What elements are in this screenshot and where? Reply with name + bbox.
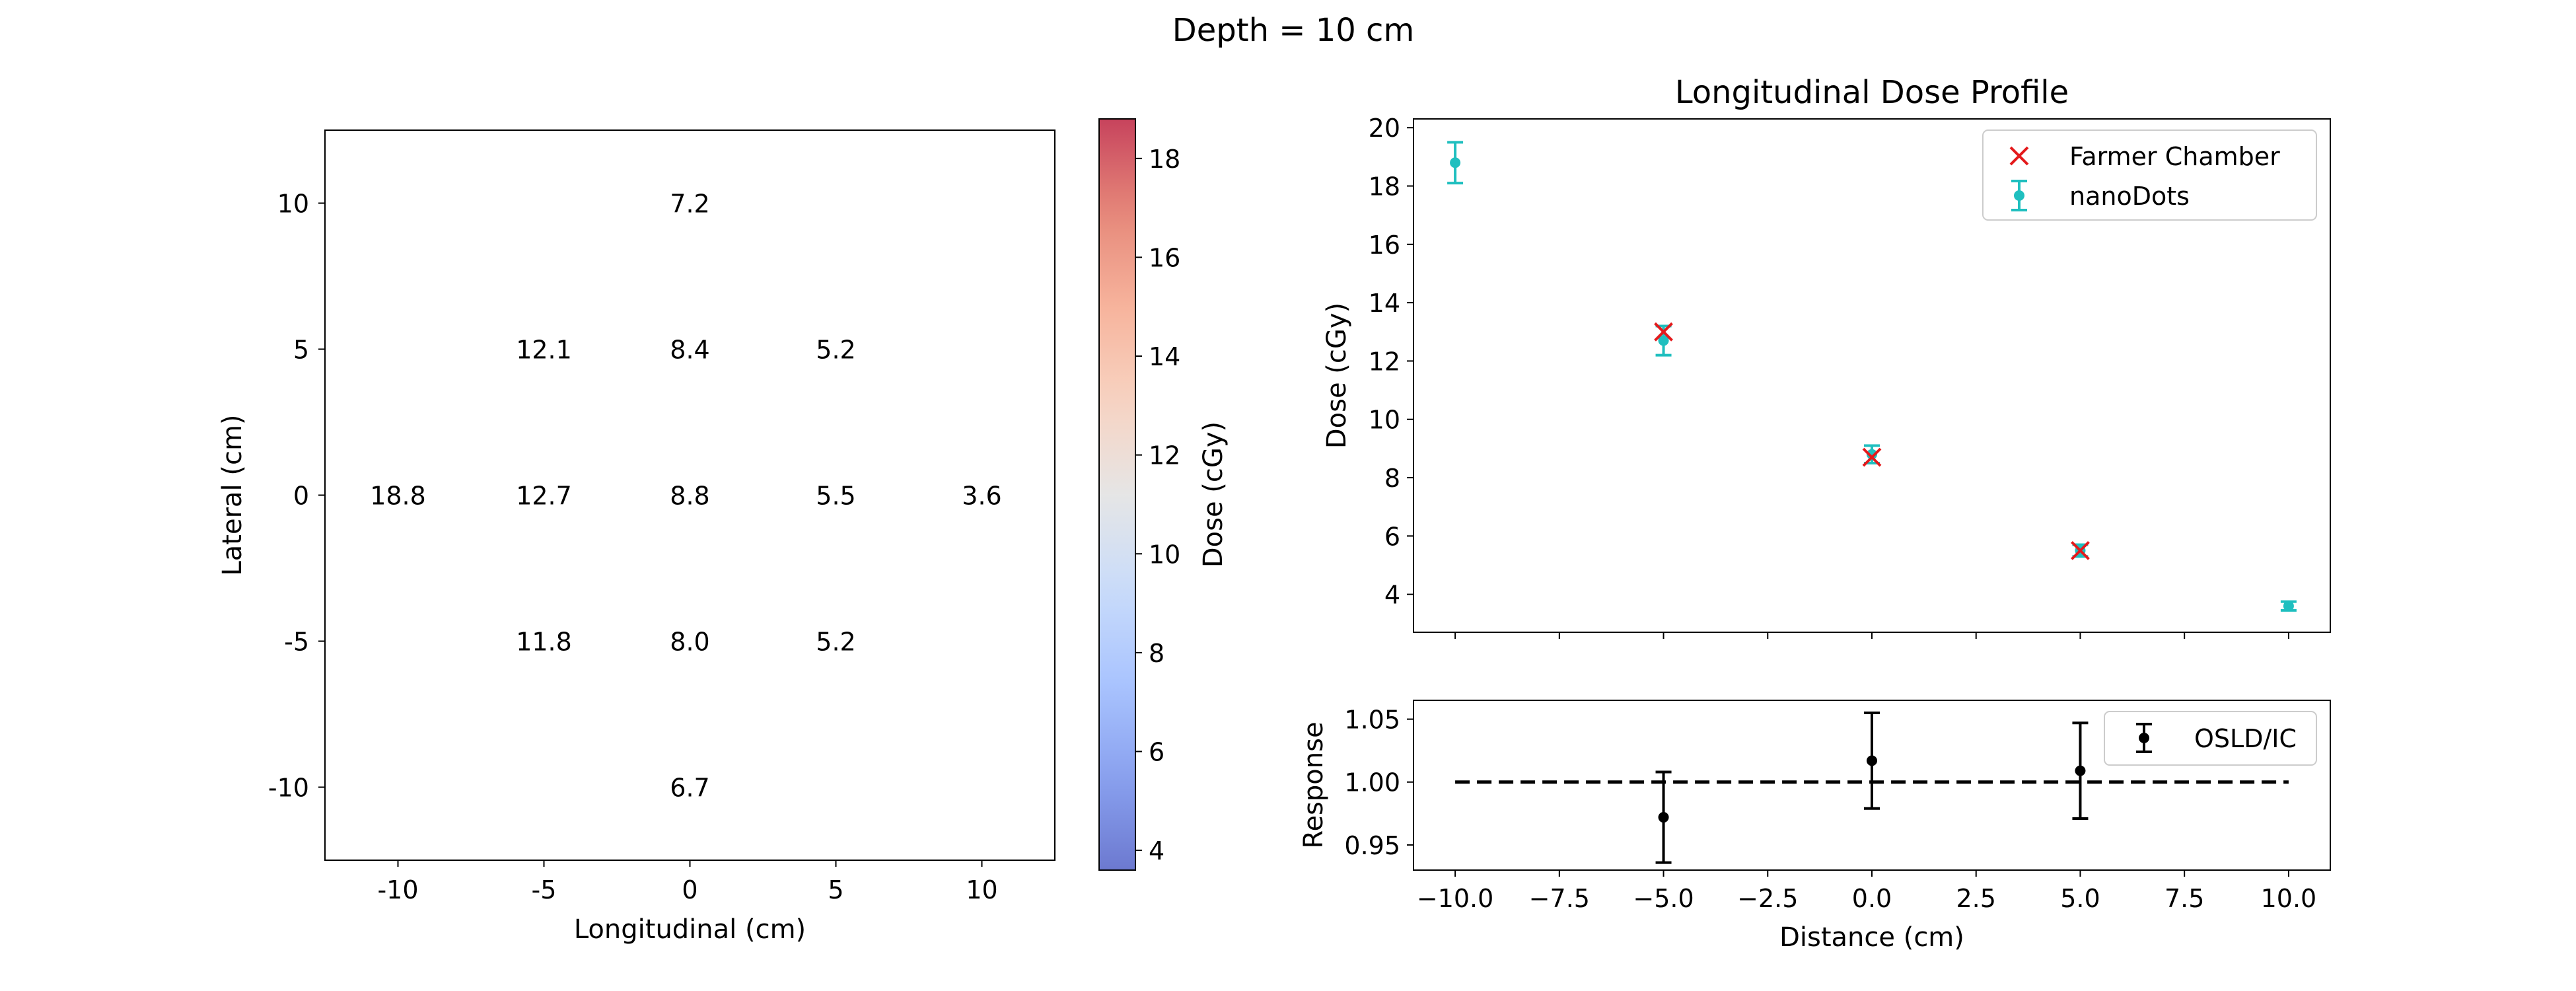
colorbar-label: Dose (cGy) (1198, 422, 1229, 568)
nanodots-point (2283, 601, 2294, 612)
x-axis-label: Distance (cm) (1779, 922, 1964, 953)
legend-nanodots-point (2014, 190, 2024, 201)
heatmap-cell-label: 12.7 (516, 482, 572, 511)
heatmap-cell-label: 6.7 (670, 774, 709, 803)
x-tick-label: 5.0 (2060, 884, 2100, 913)
y-tick-label: 0.95 (1344, 831, 1400, 860)
heatmap-cell-label: 5.2 (816, 628, 855, 657)
y-tick-label: 18 (1369, 172, 1400, 202)
y-tick-label: -5 (284, 628, 309, 657)
dose-colorbar: 4 6 8 10 12 14 16 18 Dose (cGy) (1098, 118, 1229, 871)
colorbar-tick-label: 8 (1149, 639, 1164, 668)
dose-heatmap: 6.7 11.8 8.0 5.2 18.8 12.7 8.8 5.5 3.6 12.1 8.4 5.2… (217, 129, 1055, 945)
farmer-chamber-point (2071, 540, 2090, 560)
x-tick-label: 0 (682, 875, 698, 904)
heatmap-cell-label: 8.0 (670, 628, 709, 657)
x-tick-label: 2.5 (1956, 884, 1996, 913)
y-tick-label: 10 (277, 190, 309, 219)
colorbar-tick-label: 14 (1149, 342, 1180, 371)
x-tick-label: 10.0 (2261, 884, 2317, 913)
x-tick-label: −10.0 (1417, 884, 1493, 913)
legend: OSLD/IC (2104, 711, 2317, 766)
farmer-chamber-point (1862, 447, 1882, 467)
y-axis-label: Lateral (cm) (217, 414, 248, 575)
plot-frame (1413, 700, 2331, 871)
colorbar-tick-label: 16 (1149, 243, 1180, 272)
x-tick-label: 0.0 (1852, 884, 1892, 913)
y-tick-label: 5 (293, 336, 309, 365)
colorbar-tick-label: 18 (1149, 145, 1180, 174)
x-tick-label: −2.5 (1737, 884, 1798, 913)
y-tick-label: 8 (1384, 464, 1400, 493)
legend-label: Farmer Chamber (2069, 142, 2280, 171)
x-tick-label: 5 (828, 875, 843, 904)
x-tick-label: -5 (532, 875, 557, 904)
osld-ic-point (1867, 755, 1877, 766)
longitudinal-dose-profile-chart: Longitudinal Dose Profile 4 6 8 10 12 14 16 18 20… (1322, 74, 2331, 639)
legend-label: nanoDots (2069, 182, 2190, 211)
heatmap-cell-label: 3.6 (962, 482, 1001, 511)
legend-box (2104, 711, 2317, 766)
heatmap-cell-label: 8.8 (670, 482, 709, 511)
farmer-chamber-point (1654, 322, 1673, 342)
figure-suptitle: Depth = 10 cm (1172, 12, 1414, 49)
legend-farmer-chamber-point (2009, 146, 2029, 166)
plot-frame (1413, 118, 2331, 633)
y-tick-label: 14 (1369, 289, 1400, 318)
x-tick-label: 7.5 (2165, 884, 2204, 913)
legend-box (1982, 129, 2317, 221)
heatmap-cell-label: 5.5 (816, 482, 855, 511)
heatmap-cell-label: 8.4 (670, 336, 709, 365)
y-axis-label: Response (1299, 721, 1329, 848)
y-tick-label: 12 (1369, 347, 1400, 376)
y-tick-label: 6 (1384, 522, 1400, 551)
legend: Farmer Chamber nanoDots (1982, 129, 2317, 221)
y-tick-label: 16 (1369, 231, 1400, 260)
x-tick-label: −5.0 (1633, 884, 1694, 913)
y-tick-label: 20 (1369, 114, 1400, 143)
legend-osld-ic-point (2139, 733, 2149, 743)
y-axis-label: Dose (cGy) (1322, 303, 1352, 449)
heatmap-cell-label: 7.2 (670, 190, 709, 219)
heatmap-cell-label: 5.2 (816, 336, 855, 365)
colorbar-gradient (1099, 119, 1135, 870)
x-tick-label: -10 (377, 875, 418, 904)
y-tick-label: -10 (268, 774, 309, 803)
y-tick-label: 0 (293, 482, 309, 511)
osld-ic-point (2075, 765, 2086, 776)
colorbar-tick-label: 6 (1149, 737, 1164, 766)
chart-title: Longitudinal Dose Profile (1675, 74, 2069, 111)
colorbar-tick-label: 4 (1149, 836, 1164, 865)
heatmap-cell-label: 11.8 (516, 628, 572, 657)
y-tick-label: 10 (1369, 406, 1400, 435)
response-ratio-chart: −10.0 −7.5 −5.0 −2.5 0.0 2.5 5.0 7.5 10.0 0.95 1.0… (1299, 700, 2331, 953)
osld-ic-point (1658, 812, 1669, 823)
nanodots-point (1450, 157, 1461, 168)
heatmap-cell-label: 18.8 (370, 482, 426, 511)
y-tick-label: 4 (1384, 581, 1400, 610)
legend-label: OSLD/IC (2194, 724, 2297, 753)
colorbar-frame (1098, 118, 1136, 871)
colorbar-tick-label: 12 (1149, 441, 1180, 470)
x-tick-label: 10 (966, 875, 997, 904)
colorbar-tick-label: 10 (1149, 540, 1180, 569)
x-tick-label: −7.5 (1529, 884, 1590, 913)
heatmap-cell-label: 12.1 (516, 336, 572, 365)
nanodots-point (1867, 449, 1877, 460)
y-tick-label: 1.05 (1344, 706, 1400, 735)
y-tick-label: 1.00 (1344, 768, 1400, 797)
x-axis-label: Longitudinal (cm) (574, 914, 806, 945)
nanodots-point (1658, 335, 1669, 346)
